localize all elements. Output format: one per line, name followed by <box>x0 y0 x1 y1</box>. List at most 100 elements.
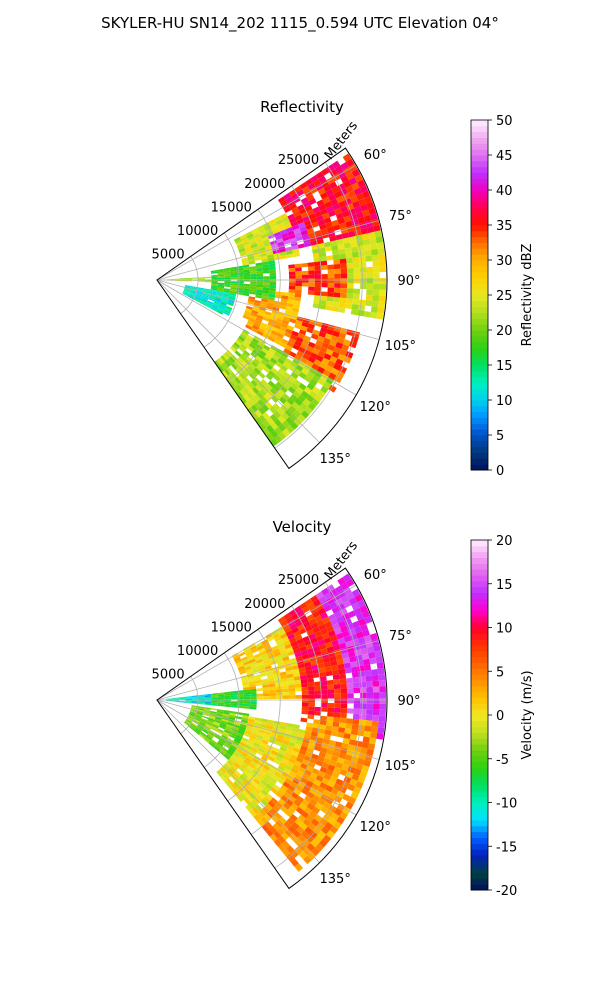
data-cell <box>229 766 237 773</box>
data-cell <box>261 261 269 266</box>
data-cell <box>350 195 359 204</box>
data-cell <box>282 428 291 437</box>
data-cell <box>312 794 321 803</box>
data-cell <box>300 357 308 365</box>
data-cell <box>185 280 193 282</box>
data-cell <box>301 799 310 807</box>
data-cell <box>260 672 268 678</box>
data-cell <box>281 681 289 686</box>
data-cell <box>239 333 247 340</box>
data-cell <box>319 676 327 682</box>
data-cell <box>226 302 234 307</box>
data-cell <box>330 618 339 626</box>
data-cell <box>339 222 347 230</box>
data-cell <box>212 722 220 727</box>
data-cell <box>281 636 289 643</box>
data-cell <box>284 309 293 315</box>
data-cell <box>243 269 250 273</box>
data-cell <box>254 719 262 724</box>
data-cell <box>294 214 303 221</box>
data-cell <box>277 616 286 624</box>
data-cell <box>325 784 334 793</box>
data-cell <box>307 262 315 267</box>
data-cell <box>293 799 302 807</box>
data-cell <box>274 392 282 400</box>
data-cell <box>289 623 298 631</box>
data-cell <box>239 774 247 782</box>
data-cell <box>223 309 231 314</box>
data-cell <box>286 397 295 406</box>
colorbar-swatch <box>471 207 488 214</box>
data-cell <box>357 310 365 317</box>
data-cell <box>344 728 352 735</box>
data-cell <box>268 290 276 295</box>
data-cell <box>312 610 321 619</box>
data-cell <box>260 301 268 306</box>
data-cell <box>256 811 264 820</box>
data-cell <box>222 361 229 369</box>
data-cell <box>282 755 291 762</box>
data-cell <box>292 747 301 754</box>
data-cell <box>261 739 269 745</box>
data-cell <box>360 647 369 655</box>
data-cell <box>238 651 246 657</box>
data-cell <box>320 612 329 620</box>
data-cell <box>206 720 214 725</box>
data-cell <box>312 672 320 679</box>
data-cell <box>323 184 332 193</box>
data-cell <box>314 291 322 296</box>
data-cell <box>297 204 305 211</box>
data-cell <box>377 727 385 734</box>
data-cell <box>333 717 341 723</box>
data-cell <box>242 292 250 297</box>
data-cell <box>347 273 354 279</box>
data-cell <box>235 716 243 720</box>
data-cell <box>229 292 237 297</box>
radial-tick-label: 20000 <box>244 177 285 192</box>
data-cell <box>250 663 258 669</box>
data-cell <box>286 325 295 331</box>
azimuth-tick-label: 90° <box>397 274 420 289</box>
data-cell <box>360 698 367 704</box>
data-cell <box>286 302 294 308</box>
data-cell <box>222 295 229 299</box>
data-cell <box>301 702 309 707</box>
data-cell <box>262 427 271 436</box>
colorbar-swatch <box>471 884 488 891</box>
data-cell <box>289 203 298 211</box>
data-cell <box>288 687 296 692</box>
data-cell <box>307 402 317 411</box>
data-cell <box>233 361 240 368</box>
data-cell <box>326 830 335 839</box>
data-cell <box>272 822 281 831</box>
data-cell <box>372 295 380 302</box>
data-cell <box>348 177 358 186</box>
data-cell <box>253 358 261 365</box>
data-cell <box>243 401 251 410</box>
data-cell <box>204 696 212 699</box>
data-cell <box>229 290 237 294</box>
data-cell <box>217 274 225 277</box>
data-cell <box>327 780 336 788</box>
data-cell <box>247 235 255 242</box>
data-cell <box>296 638 304 645</box>
data-cell <box>237 703 244 707</box>
data-cell <box>280 678 288 683</box>
data-cell <box>310 731 319 737</box>
data-cell <box>281 685 289 690</box>
data-cell <box>361 610 371 619</box>
data-cell <box>239 389 247 397</box>
data-cell <box>314 286 322 292</box>
data-cell <box>248 774 256 781</box>
data-cell <box>313 745 322 752</box>
data-cell <box>255 294 263 299</box>
data-cell <box>317 770 326 778</box>
data-cell <box>350 791 359 800</box>
data-cell <box>204 707 211 710</box>
data-cell <box>317 663 325 669</box>
colorbar-swatch <box>471 225 488 232</box>
azimuth-spoke <box>156 220 380 281</box>
data-cell <box>226 769 233 777</box>
data-cell <box>196 291 204 295</box>
data-cell <box>333 287 341 293</box>
